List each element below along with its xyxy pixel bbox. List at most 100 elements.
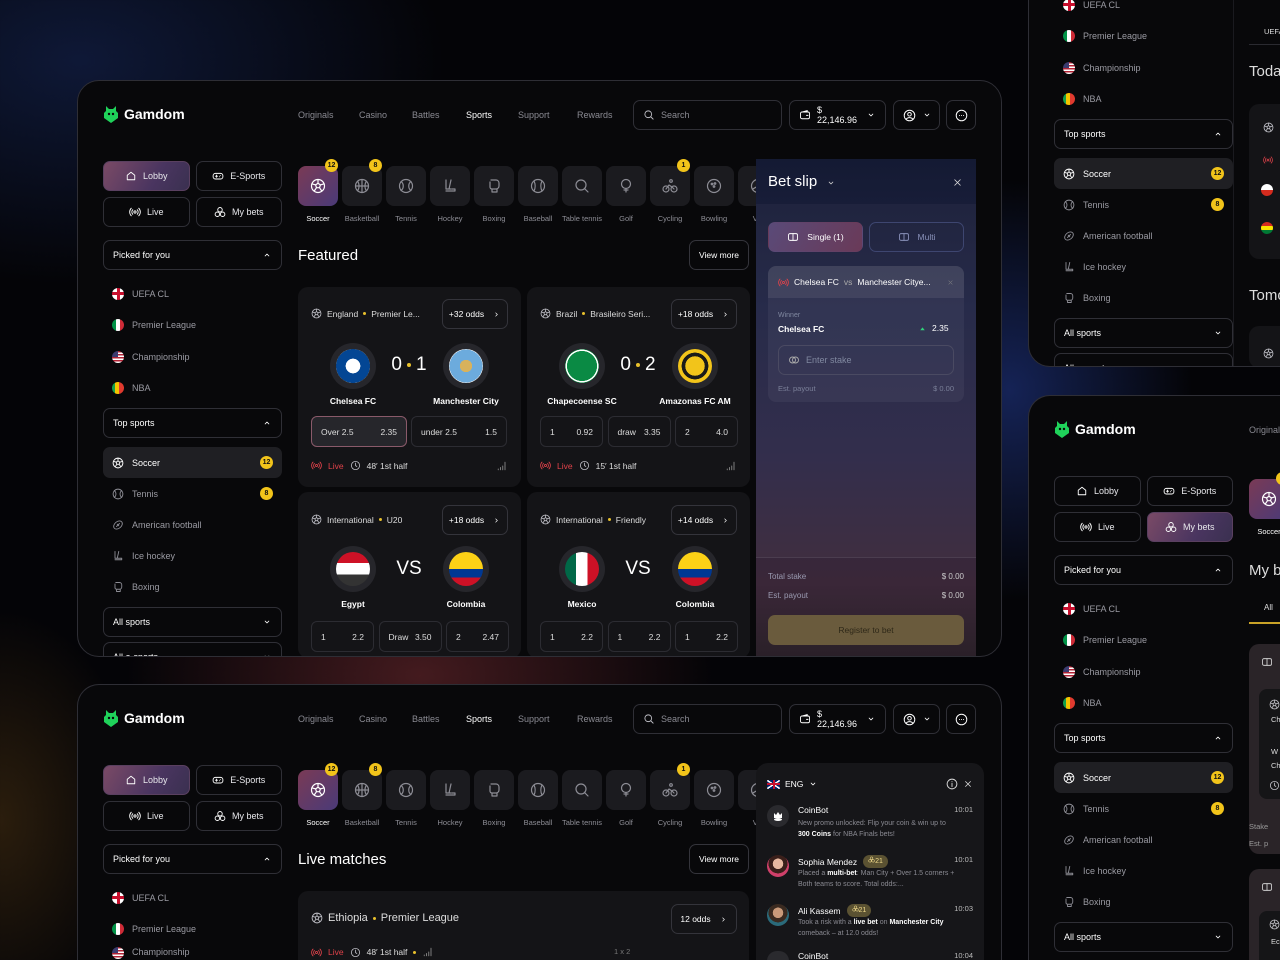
match-card[interactable]: International U20 +18 odds Egypt Colombia VS 1… — [298, 492, 521, 656]
sport-tab-tennis[interactable]: Tennis — [386, 166, 426, 223]
username[interactable]: Sophia Mendez — [798, 856, 858, 867]
nav-support[interactable]: Support — [518, 110, 550, 120]
odds-button[interactable]: 1 2.2 — [675, 621, 738, 652]
top-sports-dropdown[interactable]: Top sports — [1054, 723, 1233, 753]
sport-tab-baseball[interactable]: Baseball — [518, 770, 558, 827]
sport-tab-golf[interactable]: Golf — [606, 166, 646, 223]
remove-selection-icon[interactable] — [947, 279, 954, 286]
sport-item-boxing[interactable]: Boxing — [1054, 282, 1233, 313]
search-input[interactable]: Search — [633, 100, 782, 130]
sport-item-tennis[interactable]: Tennis 8 — [1054, 189, 1233, 220]
sidebar-tab-live[interactable]: Live — [103, 197, 190, 227]
sidebar-tab-lobby[interactable]: Lobby — [1054, 476, 1141, 506]
user-menu-button[interactable] — [893, 100, 940, 130]
nav-originals[interactable]: Original — [1249, 425, 1280, 435]
all-esports-dropdown[interactable]: All e-sports — [1054, 353, 1233, 366]
sport-tab-table-tennis[interactable]: Table tennis — [562, 770, 602, 827]
sport-tab-basketball[interactable]: Basketball 8 — [342, 159, 382, 223]
league-item[interactable]: Championship — [103, 341, 282, 373]
odds-button[interactable]: draw 3.35 — [607, 416, 671, 447]
sidebar-tab-lobby[interactable]: Lobby — [103, 765, 190, 795]
all-sports-dropdown[interactable]: All sports — [103, 607, 282, 637]
sidebar-tab-e-sports[interactable]: E-Sports — [195, 161, 282, 191]
sport-tab-table-tennis[interactable]: Table tennis — [562, 166, 602, 223]
sport-tab-basketball[interactable]: Basketball 8 — [342, 763, 382, 827]
sport-tab-boxing[interactable]: Boxing — [474, 166, 514, 223]
sport-tab-golf[interactable]: Golf — [606, 770, 646, 827]
nav-rewards[interactable]: Rewards — [577, 714, 613, 724]
sport-tab-bowling[interactable]: Bowling — [694, 166, 734, 223]
all-sports-dropdown[interactable]: All sports — [1054, 318, 1233, 348]
sport-item-tennis[interactable]: Tennis 8 — [103, 478, 282, 509]
top-sports-dropdown[interactable]: Top sports — [103, 408, 282, 438]
nav-casino[interactable]: Casino — [359, 110, 388, 120]
nav-battles[interactable]: Battles — [412, 110, 440, 120]
league-item[interactable]: Premier League — [1054, 625, 1233, 657]
sidebar-tab-lobby[interactable]: Lobby — [103, 161, 190, 191]
odds-button[interactable]: 1 2.2 — [607, 621, 671, 652]
bet-card[interactable]: Ec — [1249, 869, 1280, 960]
league-item[interactable]: Premier League — [103, 310, 282, 342]
sidebar-tab-e-sports[interactable]: E-Sports — [1146, 476, 1233, 506]
search-input[interactable]: Search — [633, 704, 782, 734]
sport-tab-hockey[interactable]: Hockey — [430, 166, 470, 223]
balance-dropdown[interactable]: $ 22,146.96 — [789, 704, 886, 734]
brand-logo[interactable]: Gamdom — [103, 709, 185, 727]
sport-tab-tennis[interactable]: Tennis — [386, 770, 426, 827]
match-card[interactable] — [1249, 326, 1280, 366]
bet-type-tab-single[interactable]: Single (1) — [768, 222, 863, 252]
sport-item-soccer[interactable]: Soccer 12 — [103, 447, 282, 478]
sport-item-american-football[interactable]: American football — [1054, 220, 1233, 251]
league-item[interactable]: Premier League — [1054, 21, 1233, 53]
more-odds-button[interactable]: +32 odds — [442, 299, 508, 329]
sport-item-american-football[interactable]: American football — [1054, 824, 1233, 855]
sidebar-tab-my-bets[interactable]: My bets — [195, 801, 282, 831]
league-item[interactable]: Championship — [1054, 52, 1233, 84]
sport-tab-bowling[interactable]: Bowling — [694, 770, 734, 827]
close-icon[interactable] — [963, 779, 973, 789]
username[interactable]: CoinBot — [798, 805, 829, 815]
odds-button[interactable]: 1 0.92 — [540, 416, 603, 447]
more-odds-button[interactable]: +18 odds — [671, 299, 737, 329]
sport-tab-soccer[interactable]: Soccer 12 — [298, 763, 338, 827]
username[interactable]: Ali Kassem — [798, 905, 841, 916]
sport-tab-soccer[interactable]: Soccer 12 — [298, 159, 338, 223]
sport-tab-cycling[interactable]: Cycling 1 — [650, 763, 690, 827]
odds-button[interactable]: 1 2.2 — [540, 621, 603, 652]
sidebar-tab-live[interactable]: Live — [103, 801, 190, 831]
all-esports-dropdown[interactable]: All e-sports — [103, 642, 282, 656]
league-item[interactable]: Championship — [103, 945, 282, 960]
view-more-button[interactable]: View more — [689, 844, 749, 874]
sport-item-boxing[interactable]: Boxing — [103, 571, 282, 602]
nav-support[interactable]: Support — [518, 714, 550, 724]
league-item[interactable]: UEFA CL — [103, 278, 282, 310]
sport-item-tennis[interactable]: Tennis 8 — [1054, 793, 1233, 824]
register-to-bet-button[interactable]: Register to bet — [768, 615, 964, 645]
sport-tab-baseball[interactable]: Baseball — [518, 166, 558, 223]
picked-for-you-dropdown[interactable]: Picked for you — [1054, 555, 1233, 585]
brand-logo[interactable]: Gamdom — [1054, 420, 1136, 438]
more-odds-button[interactable]: +18 odds — [442, 505, 508, 535]
odds-button[interactable]: Over 2.5 2.35 — [311, 416, 407, 447]
league-item[interactable]: Championship — [1054, 656, 1233, 688]
chat-button[interactable] — [946, 100, 976, 130]
close-icon[interactable] — [952, 177, 963, 188]
nav-sports[interactable]: Sports — [466, 714, 493, 724]
odds-button[interactable]: 1 2.2 — [311, 621, 374, 652]
sport-item-american-football[interactable]: American football — [103, 509, 282, 540]
bet-card[interactable]: Ch W Ch Stake Est. p — [1249, 644, 1280, 854]
match-card[interactable]: Brazil Brasileiro Seri... +18 odds Chapecoe… — [527, 287, 750, 487]
bet-type-tab-multi[interactable]: Multi — [869, 222, 964, 252]
odds-button[interactable]: 2 4.0 — [675, 416, 738, 447]
league-item[interactable]: UEFA CL — [1054, 0, 1233, 21]
picked-for-you-dropdown[interactable]: Picked for you — [103, 844, 282, 874]
sport-item-ice-hockey[interactable]: Ice hockey — [103, 540, 282, 571]
sport-item-soccer[interactable]: Soccer 12 — [1054, 762, 1233, 793]
more-odds-button[interactable]: 12 odds — [671, 904, 737, 934]
sport-tab-soccer[interactable]: Soccer 1 — [1249, 472, 1280, 536]
sport-item-soccer[interactable]: Soccer 12 — [1054, 158, 1233, 189]
league-tab[interactable]: UEFA — [1264, 27, 1280, 36]
picked-for-you-dropdown[interactable]: Picked for you — [103, 240, 282, 270]
league-item[interactable]: Premier League — [103, 914, 282, 946]
nav-sports[interactable]: Sports — [466, 110, 493, 120]
